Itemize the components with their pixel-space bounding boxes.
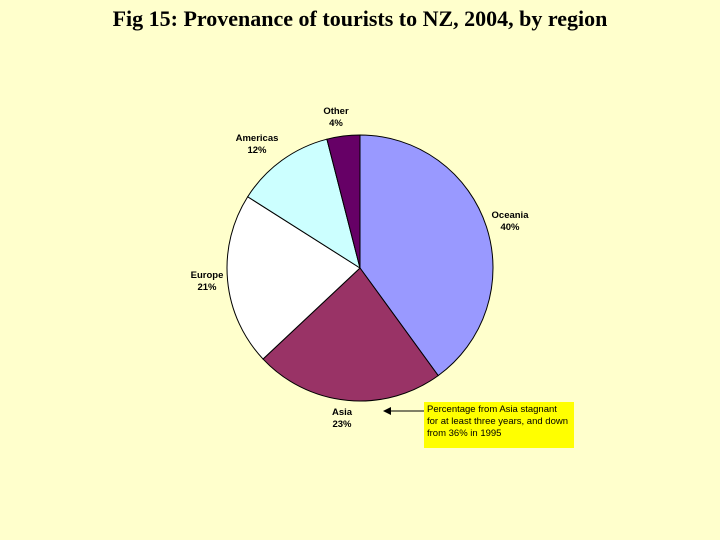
annotation-line: Percentage from Asia stagnant xyxy=(427,404,557,415)
pie-slice-americas xyxy=(247,138,361,270)
chart-title: Fig 15: Provenance of tourists to NZ, 20… xyxy=(112,6,608,31)
slice-label-americas: Americas 12% xyxy=(236,133,279,156)
pie-slice-oceania xyxy=(359,134,494,377)
pie-slice-asia xyxy=(262,267,439,402)
annotation-line: for at least three years, and down xyxy=(427,416,568,427)
annotation-line: from 36% in 1995 xyxy=(427,428,502,439)
pie-slice-other xyxy=(326,134,361,269)
slice-label-asia: Asia 23% xyxy=(332,407,353,430)
slice-label-europe: Europe 21% xyxy=(191,270,224,293)
pie-slice-europe xyxy=(226,196,361,360)
slice-label-oceania: Oceania 40% xyxy=(492,210,530,233)
annotation-callout: Percentage from Asia stagnant for at lea… xyxy=(424,402,574,448)
slice-label-other: Other 4% xyxy=(323,106,349,129)
